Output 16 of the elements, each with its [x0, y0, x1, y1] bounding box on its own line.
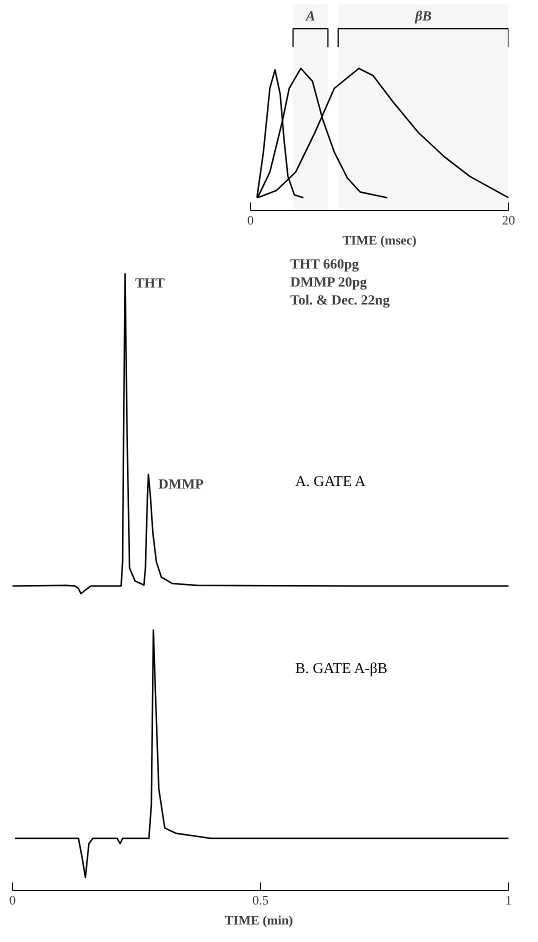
text: THT 660pg	[290, 258, 359, 272]
x-tick-label: 0	[247, 212, 254, 228]
band-label: βB	[414, 10, 432, 25]
text: A. GATE A	[295, 474, 366, 490]
x-tick-label: 1	[505, 892, 512, 908]
annotation: Tol. & Dec. 22ng	[290, 294, 390, 308]
annotation: DMMP	[158, 477, 204, 492]
annotation: DMMP 20pg	[290, 276, 367, 290]
x-tick-label: 0.5	[252, 892, 269, 908]
x-axis-title: TIME (min)	[224, 912, 293, 928]
annotation: THT	[135, 276, 166, 292]
x-tick-label: 0	[9, 892, 16, 908]
x-axis-title: TIME (msec)	[342, 232, 417, 248]
x-tick-label: 20	[502, 212, 515, 228]
text: B. GATE A-βB	[295, 660, 388, 677]
band-label: A	[304, 10, 316, 25]
